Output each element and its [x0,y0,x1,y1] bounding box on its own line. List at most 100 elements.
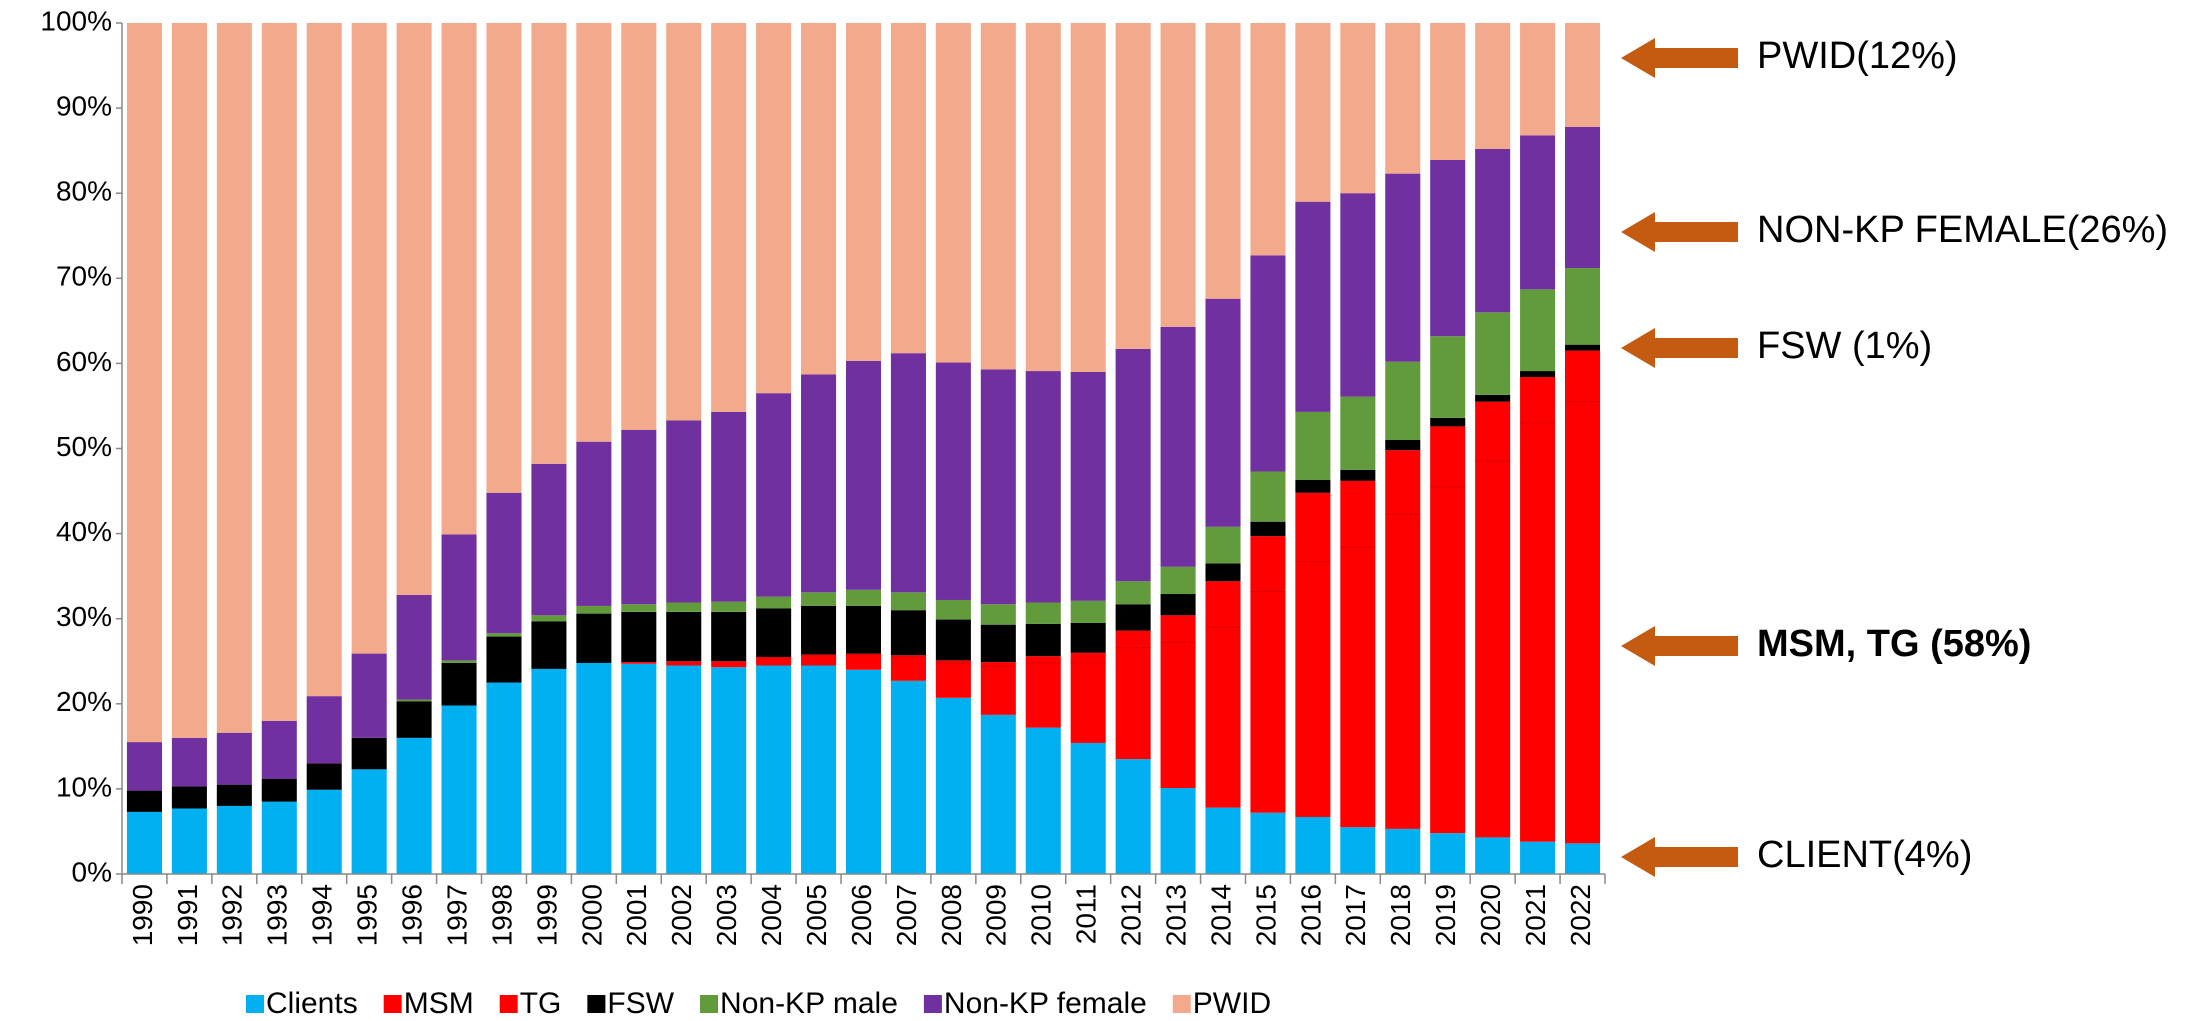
bar-segment [890,680,926,874]
x-tick-label: 1999 [531,884,562,946]
bar-segment [1520,135,1556,290]
bar-segment [801,655,837,666]
bar-segment [306,789,342,874]
bar-segment [1475,837,1511,874]
bar-segment [126,811,162,874]
bar-segment [351,737,387,770]
bar-segment [1205,23,1241,299]
legend-label: Non-KP female [944,987,1147,1020]
bar-segment [1295,201,1331,412]
bar-segment [261,720,297,779]
annotation-arrow [1621,328,1738,368]
x-tick-label: 2018 [1385,884,1416,946]
x-tick-label: 2021 [1520,884,1551,946]
bar-segment [1385,23,1421,174]
bar-segment [1070,742,1106,874]
bar-segment [531,668,567,874]
bar-segment [261,801,297,874]
y-tick-label: 70% [56,261,112,292]
legend-label: MSM [404,987,474,1020]
bar-segment [890,353,926,593]
bar-segment [441,660,477,663]
bar-segment [216,23,252,733]
annotation-arrow [1621,837,1738,877]
bar-segment [1430,23,1466,161]
bar-segment [351,769,387,874]
bar-segment [666,602,702,612]
bar-segment [126,790,162,812]
legend-swatch [923,995,942,1013]
bar-segment [1205,627,1241,808]
bar-segment [486,636,522,683]
bar-segment [1115,630,1151,648]
bar-segment [666,611,702,662]
bar-segment [801,605,837,655]
bar-segment [845,360,882,590]
bar-segment [306,23,342,697]
bar-segment [306,763,342,790]
bar-segment [845,669,882,874]
x-tick-label: 1997 [441,884,472,946]
bar-segment [1385,439,1421,451]
bar-segment [1565,268,1601,345]
bar-segment [486,682,522,874]
bar-segment [1475,148,1511,313]
bar-segment [621,663,657,874]
x-tick-label: 2016 [1295,884,1326,946]
bar-segment [980,369,1016,605]
legend-swatch [1172,995,1191,1013]
bar-segment [486,633,522,637]
x-tick-label: 2019 [1430,884,1461,946]
bar-segment [171,737,207,787]
bar-segment [711,411,747,602]
bar-segment [1160,326,1196,567]
bar-segment [1385,450,1421,515]
y-tick-label: 80% [56,176,112,207]
bar-segment [1115,348,1151,582]
bar-segment [441,534,477,661]
annotation-text: FSW (1%) [1757,325,1932,367]
bar-segment [980,662,1016,667]
bar-segment [486,492,522,634]
legend-label: PWID [1193,987,1271,1020]
bar-segment [1520,841,1556,874]
bar-segment [890,592,926,611]
bar-segment [1295,492,1331,562]
bar-segment [1250,471,1286,522]
bar-segment [1025,727,1061,874]
bar-segment [1340,23,1376,194]
legend-label: Non-KP male [720,987,898,1020]
x-tick-label: 2001 [621,884,652,946]
x-tick-label: 2009 [981,884,1012,946]
bar-segment [1295,561,1331,817]
bar-segment [1430,833,1466,874]
legend: Clients MSM TG FSW Non-KP male Non-KP female P… [246,987,1271,1020]
bar-segment [666,23,702,421]
bar-segment [1565,843,1601,874]
x-tick-label: 2003 [711,884,742,946]
bar-segment [1250,536,1286,592]
bar-segment [621,604,657,612]
bar-segment [1520,377,1556,423]
bar-segment [351,653,387,738]
bar-segment [711,611,747,662]
bar-segment [396,594,432,700]
bar-segment [1070,662,1106,743]
bar-segment [1070,622,1106,653]
bar-segment [1250,812,1286,874]
bar-segment [1205,526,1241,564]
x-tick-label: 2007 [891,884,922,946]
x-tick-label: 1990 [127,884,158,946]
legend-swatch [587,995,606,1013]
bar-segment [890,655,926,657]
bar-segment [171,808,207,874]
bar-segment [1340,469,1376,481]
bar-segment [1160,594,1196,616]
legend-label: Clients [266,987,358,1020]
bar-segment [1160,23,1196,327]
bar-segment [1340,193,1376,397]
bar-segment [935,660,971,663]
bar-segment [1025,623,1061,657]
bar-segment [1070,600,1106,623]
bar-segment [801,23,837,375]
